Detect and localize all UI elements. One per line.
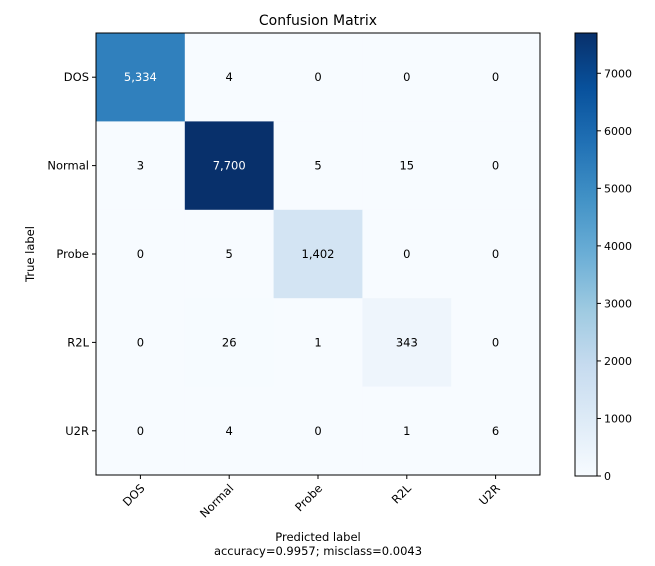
y-tick-label: DOS — [64, 70, 89, 84]
x-axis-ticks: DOS Normal Probe R2L U2R — [120, 475, 503, 521]
cell-value-label: 0 — [403, 70, 410, 84]
y-axis-ticks: DOS Normal Probe R2L U2R — [47, 70, 96, 438]
cell-value-label: 6 — [492, 424, 499, 438]
cell-value-label: 3 — [137, 159, 144, 173]
cell-value-label: 5 — [226, 247, 233, 261]
cell-value-label: 4 — [226, 70, 233, 84]
colorbar-tick-label: 7000 — [604, 67, 632, 80]
x-axis-label: Predicted label — [275, 530, 360, 544]
y-tick-label: Normal — [47, 159, 89, 173]
colorbar-tick-label: 3000 — [604, 297, 632, 310]
colorbar-tick-label: 0 — [604, 470, 611, 483]
cell-value-label: 0 — [492, 159, 499, 173]
cell-value-label: 15 — [399, 159, 414, 173]
colorbar — [575, 33, 597, 476]
cell-value-label: 1 — [403, 424, 410, 438]
cell-value-label: 0 — [314, 424, 321, 438]
cell-value-label: 0 — [137, 335, 144, 349]
y-tick-label: R2L — [67, 335, 89, 349]
cell-value-label: 1 — [314, 335, 321, 349]
cell-value-label: 0 — [403, 247, 410, 261]
chart-title: Confusion Matrix — [259, 13, 377, 29]
cell-value-label: 0 — [492, 335, 499, 349]
colorbar-tick-label: 2000 — [604, 355, 632, 368]
x-tick-label: Normal — [197, 481, 236, 520]
y-tick-label: U2R — [65, 424, 89, 438]
x-tick-label: Probe — [292, 481, 325, 514]
colorbar-tick-label: 6000 — [604, 125, 632, 138]
cell-value-label: 5,334 — [124, 70, 157, 84]
accuracy-misclass-label: accuracy=0.9957; misclass=0.0043 — [214, 544, 422, 558]
colorbar-tick-label: 1000 — [604, 412, 632, 425]
cell-value-label: 7,700 — [213, 159, 246, 173]
y-axis-label: True label — [23, 226, 37, 283]
y-tick-label: Probe — [56, 247, 89, 261]
colorbar-tick-label: 5000 — [604, 182, 632, 195]
cell-value-label: 5 — [314, 159, 321, 173]
x-tick-label: R2L — [389, 481, 415, 507]
cell-value-label: 0 — [314, 70, 321, 84]
cell-value-label: 0 — [492, 247, 499, 261]
x-tick-label: U2R — [476, 481, 503, 508]
cell-value-label: 0 — [137, 247, 144, 261]
cell-value-label: 0 — [137, 424, 144, 438]
x-tick-label: DOS — [120, 481, 148, 509]
colorbar-ticks: 0 1000 2000 3000 4000 5000 6000 7000 — [597, 67, 632, 483]
cell-value-label: 0 — [492, 70, 499, 84]
cell-value-label: 1,402 — [302, 247, 335, 261]
cell-value-label: 343 — [396, 335, 418, 349]
cell-value-label: 26 — [222, 335, 237, 349]
cell-value-label: 4 — [226, 424, 233, 438]
colorbar-tick-label: 4000 — [604, 240, 632, 253]
